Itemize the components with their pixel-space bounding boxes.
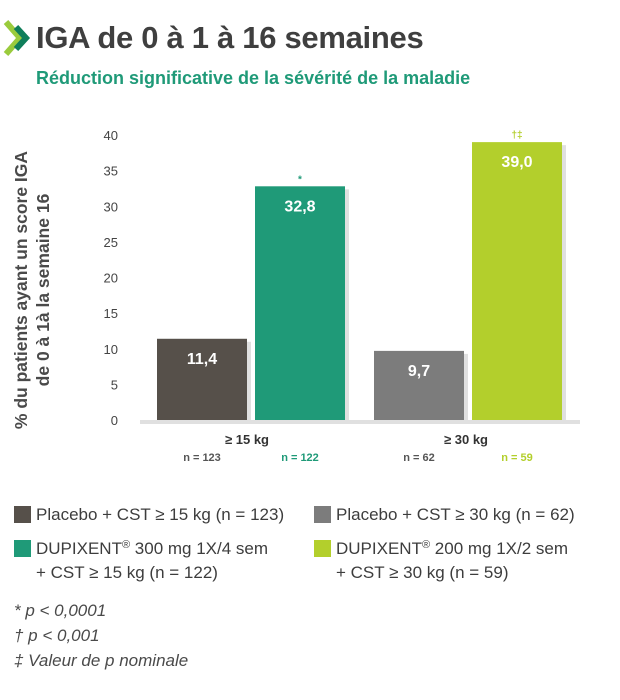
legend-dupixent-30-line1: 200 mg 1X/2 sem	[430, 539, 568, 558]
legend-swatch-placebo-30	[314, 506, 331, 523]
legend-dupixent-15-brand: DUPIXENT	[36, 539, 122, 558]
significance-marker: *	[298, 174, 302, 185]
bar-value-label: 11,4	[187, 351, 217, 368]
bar	[374, 351, 464, 420]
legend-swatch-dupixent-15	[14, 540, 31, 557]
y-tick-label: 20	[104, 271, 118, 286]
x-group-label: ≥ 30 kg	[444, 432, 488, 447]
bar	[472, 142, 562, 420]
x-axis-line	[140, 420, 580, 424]
bar-n-label: n = 59	[501, 452, 533, 464]
y-tick-label: 0	[111, 413, 118, 428]
bar-n-label: n = 62	[403, 452, 435, 464]
bar-chart: 0 5 10 15 20 25 30 35 40 11,4 n = 123 32,8 * n = 122 ≥…	[0, 110, 620, 470]
legend-item-placebo-30: Placebo + CST ≥ 30 kg (n = 62)	[336, 503, 575, 527]
bar-n-label: n = 123	[183, 452, 221, 464]
legend-dupixent-15-line2: + CST ≥ 15 kg (n = 122)	[36, 563, 218, 582]
legend-dupixent-30-brand: DUPIXENT	[336, 539, 422, 558]
footnotes: * p < 0,0001 † p < 0,001 ‡ Valeur de p n…	[14, 598, 188, 673]
legend-item-dupixent-30: DUPIXENT® 200 mg 1X/2 sem + CST ≥ 30 kg …	[336, 537, 568, 585]
chevron-logo-icon	[2, 18, 34, 58]
significance-marker: †‡	[511, 130, 522, 141]
y-tick-label: 40	[104, 128, 118, 143]
bar-value-label: 39,0	[501, 154, 532, 171]
legend-dupixent-30-reg: ®	[422, 539, 430, 551]
footnote-2: † p < 0,001	[14, 623, 188, 648]
legend-dupixent-15-reg: ®	[122, 539, 130, 551]
page-title: IGA de 0 à 1 à 16 semaines	[36, 20, 423, 56]
y-tick-label: 35	[104, 164, 118, 179]
bar-value-label: 32,8	[284, 198, 315, 215]
footnote-1: * p < 0,0001	[14, 598, 188, 623]
y-tick-label: 25	[104, 235, 118, 250]
legend-dupixent-30-line2: + CST ≥ 30 kg (n = 59)	[336, 563, 509, 582]
x-group-label: ≥ 15 kg	[225, 432, 269, 447]
legend-item-placebo-15: Placebo + CST ≥ 15 kg (n = 123)	[36, 503, 284, 527]
legend-swatch-dupixent-30	[314, 540, 331, 557]
y-tick-label: 30	[104, 199, 118, 214]
page-subtitle: Réduction significative de la sévérité d…	[36, 68, 470, 89]
y-tick-label: 5	[111, 377, 118, 392]
footnote-3: ‡ Valeur de p nominale	[14, 648, 188, 673]
legend-dupixent-15-line1: 300 mg 1X/4 sem	[130, 539, 268, 558]
y-tick-label: 10	[104, 342, 118, 357]
bar-n-label: n = 122	[281, 452, 319, 464]
bar-value-label: 9,7	[408, 363, 430, 380]
bar	[255, 186, 345, 420]
legend-swatch-placebo-15	[14, 506, 31, 523]
legend-item-dupixent-15: DUPIXENT® 300 mg 1X/4 sem + CST ≥ 15 kg …	[36, 537, 268, 585]
y-tick-label: 15	[104, 306, 118, 321]
